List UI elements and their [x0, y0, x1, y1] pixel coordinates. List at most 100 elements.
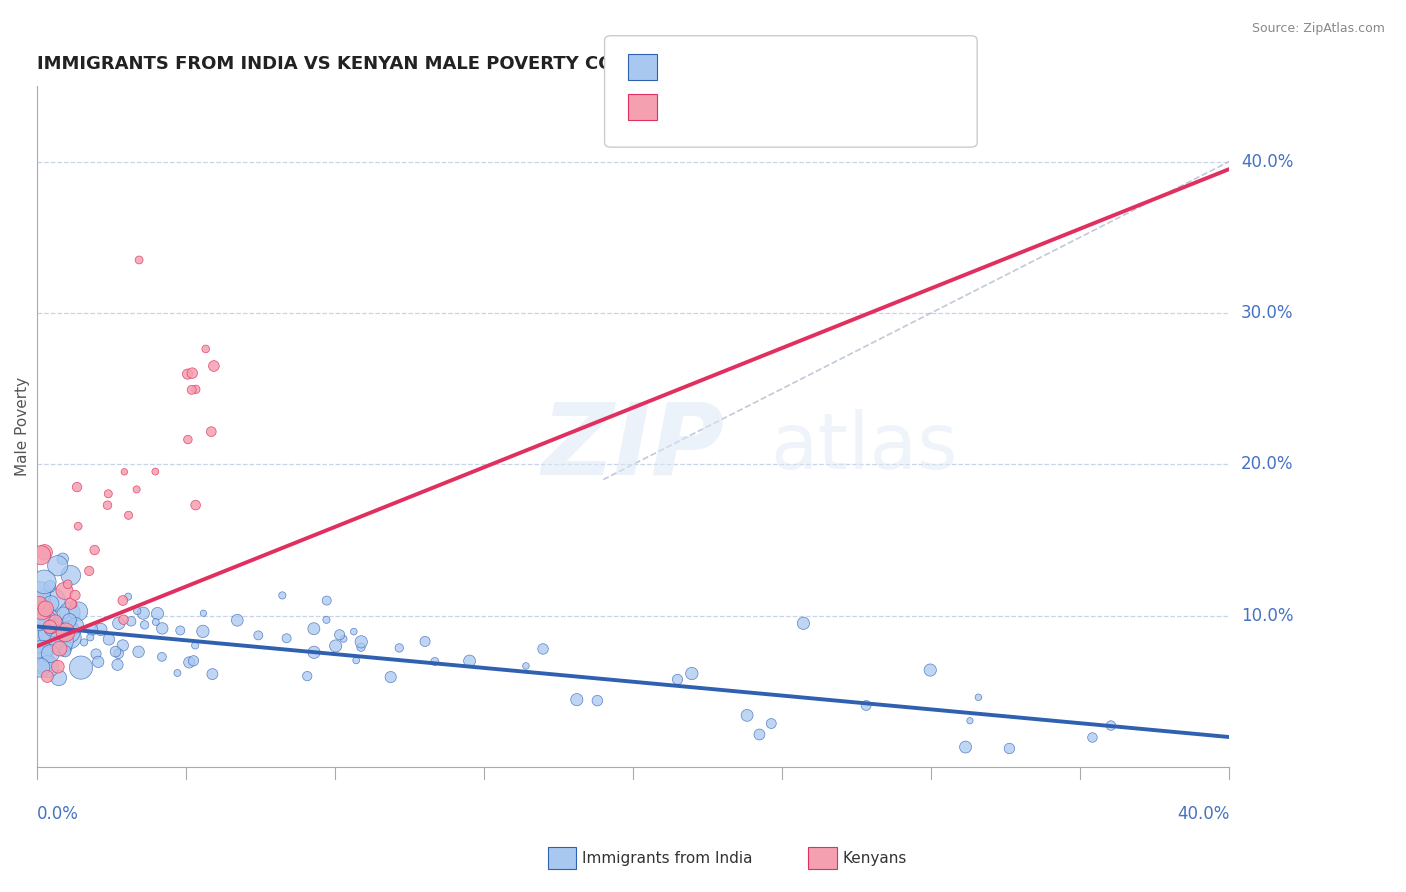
Point [30, 548, 52, 562]
Text: R =: R = [665, 58, 702, 76]
Point [128, 252, 150, 267]
Point [59, 597, 82, 611]
Point [150, 622, 173, 636]
Point [176, 367, 198, 381]
Point [297, 669, 319, 683]
Text: N =: N = [780, 98, 817, 116]
Text: atlas: atlas [770, 409, 957, 485]
Point [184, 639, 207, 653]
Point [666, 673, 689, 687]
Point [42, 593, 65, 607]
Point [38, 607, 60, 621]
Point [30, 655, 52, 669]
Point [343, 624, 366, 639]
Point [104, 644, 127, 658]
Point [125, 483, 148, 497]
Point [46, 623, 69, 637]
Point [107, 616, 129, 631]
Point [128, 645, 150, 659]
Point [1099, 718, 1122, 732]
Point [53, 583, 76, 598]
Point [515, 659, 537, 673]
Point [329, 628, 352, 642]
Point [34, 624, 56, 638]
Point [34, 612, 56, 626]
Point [59, 606, 82, 620]
Point [28, 608, 51, 623]
Point [350, 640, 373, 655]
Point [84, 647, 107, 661]
Point [58, 614, 80, 628]
Point [52, 551, 75, 566]
Y-axis label: Male Poverty: Male Poverty [15, 377, 30, 476]
Text: 40.0%: 40.0% [1177, 805, 1229, 823]
Point [586, 693, 609, 707]
Point [350, 635, 373, 649]
Text: 0.517: 0.517 [707, 98, 759, 116]
Point [325, 639, 347, 653]
Point [65, 618, 87, 632]
Point [32, 648, 55, 663]
Point [28, 636, 51, 650]
Point [39, 647, 62, 661]
Point [34, 615, 56, 630]
Point [96, 498, 118, 512]
Text: ZIP: ZIP [541, 399, 724, 496]
Point [181, 366, 204, 380]
Point [111, 593, 134, 607]
Point [39, 579, 62, 593]
Point [34, 545, 56, 559]
Point [28, 596, 51, 610]
Point [90, 623, 112, 637]
Point [32, 615, 55, 629]
Point [31, 644, 53, 658]
Point [134, 618, 156, 632]
Point [31, 612, 53, 626]
Point [97, 487, 120, 501]
Point [531, 642, 554, 657]
Point [177, 433, 200, 447]
Point [748, 727, 770, 741]
Text: 30.0%: 30.0% [1241, 304, 1294, 322]
Point [959, 714, 981, 728]
Point [735, 708, 758, 723]
Point [761, 716, 783, 731]
Point [77, 564, 100, 578]
Point [184, 498, 207, 512]
Point [107, 657, 129, 672]
Point [35, 602, 58, 616]
Point [302, 622, 325, 636]
Point [127, 604, 149, 618]
Point [111, 639, 134, 653]
Point [30, 660, 52, 674]
Point [271, 589, 294, 603]
Text: R =: R = [665, 98, 706, 116]
Point [458, 654, 481, 668]
Point [226, 613, 249, 627]
Point [28, 608, 51, 623]
Point [191, 624, 214, 639]
Point [63, 588, 86, 602]
Point [28, 609, 51, 624]
Point [423, 655, 446, 669]
Point [184, 382, 207, 396]
Point [166, 665, 188, 680]
Point [920, 663, 942, 677]
Point [32, 574, 55, 589]
Point [39, 627, 62, 641]
Point [37, 659, 59, 673]
Point [55, 625, 77, 640]
Text: 0.0%: 0.0% [37, 805, 79, 823]
Point [46, 558, 69, 573]
Point [39, 597, 62, 611]
Point [315, 613, 337, 627]
Text: 40.0%: 40.0% [1241, 153, 1294, 170]
Point [332, 632, 354, 646]
Point [201, 667, 224, 681]
Point [59, 621, 82, 635]
Point [52, 640, 75, 655]
Point [967, 690, 990, 705]
Point [31, 603, 53, 617]
Point [276, 632, 298, 646]
Text: 20.0%: 20.0% [1241, 456, 1294, 474]
